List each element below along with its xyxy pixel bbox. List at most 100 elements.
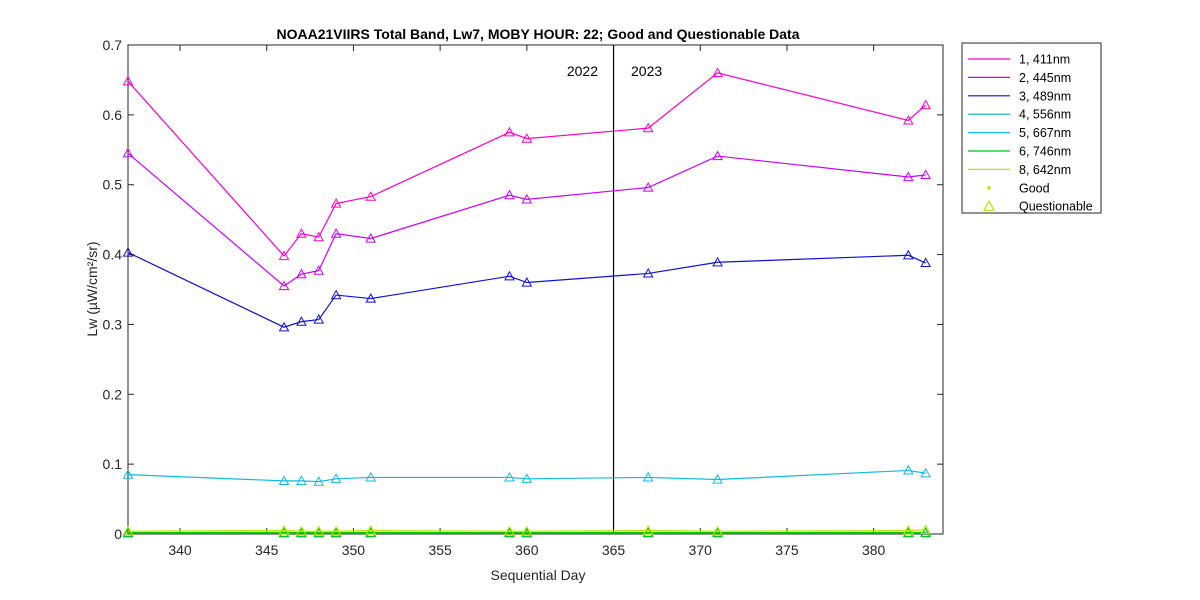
data-point-marker (278, 527, 290, 537)
x-tick-label: 360 (515, 542, 539, 558)
data-point-marker (365, 191, 377, 201)
x-tick-label: 380 (862, 542, 886, 558)
data-point-marker (521, 525, 533, 536)
data-point-marker (712, 256, 723, 267)
data-point-marker (902, 171, 914, 182)
data-point-marker (521, 193, 533, 204)
data-point-marker (712, 473, 723, 484)
legend-label-good: Good (1019, 181, 1050, 195)
data-point-marker (330, 527, 342, 537)
legend-label-3: 3, 489nm (1019, 89, 1071, 103)
x-tick-label: 375 (775, 542, 799, 558)
data-point-marker (504, 126, 515, 137)
data-point-marker (920, 524, 932, 534)
x-tick-label: 355 (428, 542, 452, 558)
data-point-marker (278, 250, 290, 261)
y-tick-label: 0.1 (103, 456, 123, 472)
data-point-marker (920, 467, 932, 478)
data-point-marker (278, 475, 290, 486)
x-tick-label: 350 (342, 542, 366, 558)
data-point-marker (122, 147, 134, 158)
data-point-marker (521, 527, 533, 537)
data-point-marker (313, 314, 325, 324)
data-point-marker (330, 473, 342, 483)
y-tick-label: 0.3 (103, 316, 123, 332)
data-point-marker (278, 524, 290, 535)
legend-label-2: 2, 445nm (1019, 71, 1071, 85)
data-point-marker (712, 150, 723, 161)
data-point-marker (122, 75, 134, 86)
data-point-marker (365, 524, 377, 535)
data-point-marker (902, 464, 914, 475)
legend-questionable-marker (982, 199, 996, 211)
data-point-marker (122, 525, 134, 536)
data-point-marker (278, 321, 290, 332)
y-axis-title: Lw (µW/cm²/sr) (84, 241, 100, 336)
legend-label-7: 8, 642nm (1019, 163, 1071, 177)
x-tick-label: 345 (255, 542, 279, 558)
data-point-marker (313, 525, 325, 536)
data-point-marker (902, 527, 914, 537)
data-point-marker (313, 527, 325, 537)
y-tick-label: 0 (114, 526, 122, 542)
x-tick-label: 340 (168, 542, 192, 558)
data-point-marker (521, 473, 533, 483)
data-point-marker (330, 525, 342, 536)
data-point-marker (920, 257, 932, 268)
data-point-marker (313, 231, 325, 242)
plot-area: 340 345 350 355 360 365 370 375 380 0 0.1 0.2 0.3 0.4… (103, 37, 944, 558)
data-point-marker (122, 469, 134, 479)
legend-box (961, 42, 1102, 214)
data-point-marker (365, 471, 377, 482)
data-point-marker (642, 267, 654, 278)
data-point-marker (122, 246, 134, 257)
data-point-marker (313, 265, 325, 275)
data-point-marker (521, 276, 533, 287)
data-point-marker (642, 527, 654, 537)
y-tick-label: 0.5 (103, 177, 123, 193)
year-label-left: 2022 (567, 63, 598, 79)
axes-box (127, 44, 944, 535)
data-point-marker (296, 316, 307, 326)
data-point-marker (296, 527, 307, 537)
data-point-marker (902, 114, 914, 125)
legend-label-questionable: Questionable (1019, 200, 1093, 214)
data-point-marker (920, 169, 932, 180)
data-point-marker (296, 268, 307, 279)
data-point-marker (902, 524, 914, 535)
data-point-marker (330, 289, 342, 300)
legend: 1, 411nm 2, 445nm 3, 489nm 4, 556nm 5, 667nm… (961, 42, 1102, 214)
legend-label-1: 1, 411nm (1019, 53, 1070, 67)
data-point-marker (920, 527, 932, 537)
data-point-marker (920, 99, 932, 110)
legend-label-4: 4, 556nm (1019, 108, 1071, 122)
data-point-marker (504, 189, 515, 200)
legend-good-marker (987, 186, 991, 190)
data-point-marker (330, 198, 342, 208)
data-point-marker (365, 293, 377, 303)
legend-label-5: 5, 667nm (1019, 126, 1071, 140)
data-point-marker (642, 122, 654, 133)
data-point-marker (504, 525, 515, 536)
data-point-marker (330, 228, 342, 238)
data-point-marker (278, 280, 290, 291)
data-point-marker (504, 270, 515, 281)
data-point-marker (712, 527, 723, 537)
data-point-marker (902, 249, 914, 260)
data-point-marker (521, 133, 533, 143)
data-point-marker (313, 476, 325, 486)
series-line-2 (127, 152, 926, 287)
x-tick-label: 370 (689, 542, 713, 558)
data-point-marker (504, 471, 515, 482)
data-point-marker (712, 67, 723, 78)
data-point-marker (642, 471, 654, 482)
y-tick-label: 0.4 (103, 247, 123, 263)
data-point-marker (365, 232, 377, 243)
data-point-marker (296, 228, 307, 238)
x-tick-label: 365 (602, 542, 626, 558)
data-point-marker (365, 527, 377, 537)
data-point-marker (642, 524, 654, 535)
y-tick-label: 0.2 (103, 386, 123, 402)
x-axis-title: Sequential Day (491, 567, 586, 583)
